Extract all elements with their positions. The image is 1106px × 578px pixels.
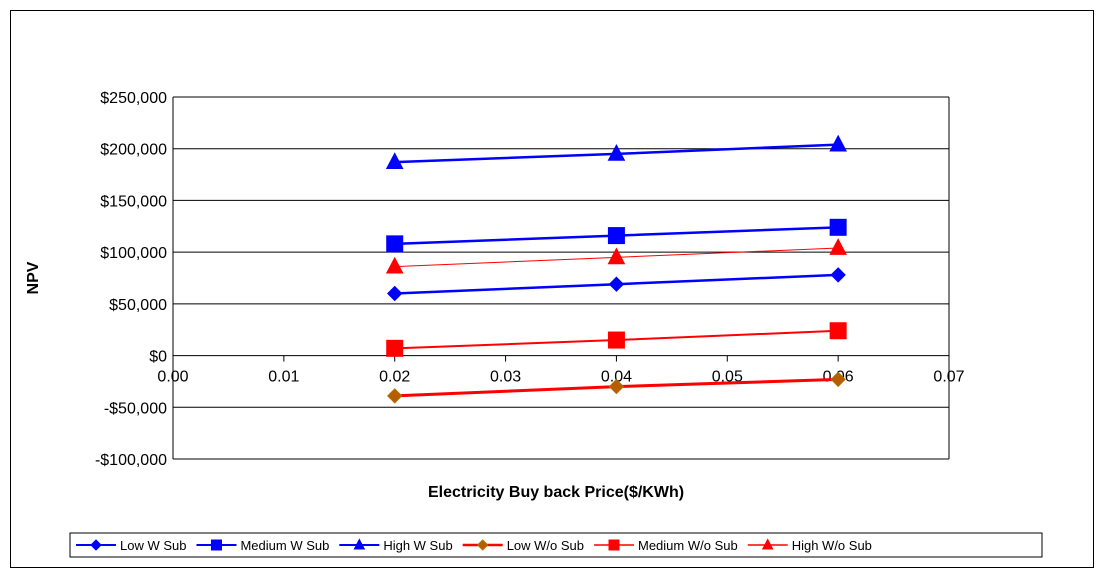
x-tick-label: 0.04 — [601, 369, 632, 386]
data-point — [607, 247, 626, 265]
x-tick-label: 0.00 — [157, 369, 188, 386]
data-point — [829, 322, 847, 340]
legend-swatch-marker — [353, 538, 366, 550]
legend-swatch-marker — [476, 539, 489, 551]
legend-swatch-marker — [761, 538, 774, 550]
y-tick-label: $0 — [149, 349, 167, 366]
x-tick-label: 0.01 — [268, 369, 299, 386]
legend-label: High W/o Sub — [792, 538, 872, 553]
data-point — [607, 331, 625, 349]
y-tick-label: $100,000 — [100, 245, 167, 262]
x-tick-label: 0.07 — [933, 369, 964, 386]
data-point — [829, 238, 847, 255]
data-point — [829, 134, 847, 152]
legend-label: Medium W/o Sub — [638, 538, 738, 553]
legend-swatch-marker — [90, 539, 102, 551]
legend-label: High W Sub — [383, 538, 452, 553]
legend-swatch-marker — [210, 539, 222, 551]
data-point — [385, 256, 404, 274]
y-axis-title: NPV — [25, 261, 42, 294]
y-tick-label: $50,000 — [109, 297, 167, 314]
legend-label: Low W/o Sub — [507, 538, 584, 553]
data-point — [830, 371, 846, 388]
data-point — [829, 218, 847, 236]
data-point — [607, 227, 625, 245]
data-point — [387, 388, 403, 404]
x-tick-label: 0.03 — [490, 369, 521, 386]
legend-swatch-marker — [608, 539, 620, 551]
data-point — [608, 378, 625, 395]
chart-frame — [10, 10, 1094, 568]
data-point — [607, 144, 626, 161]
y-tick-label: -$100,000 — [95, 452, 167, 469]
y-tick-label: $150,000 — [100, 193, 167, 210]
x-tick-label: 0.02 — [379, 369, 410, 386]
data-point — [385, 152, 404, 170]
x-axis-title: Electricity Buy back Price($/KWh) — [428, 484, 684, 501]
y-tick-label: $200,000 — [100, 142, 167, 159]
legend-label: Medium W Sub — [240, 538, 329, 553]
legend-label: Low W Sub — [120, 538, 186, 553]
data-point — [387, 285, 403, 302]
data-point — [386, 339, 404, 357]
y-tick-label: $250,000 — [100, 90, 167, 107]
data-point — [608, 276, 625, 292]
data-point — [386, 235, 404, 253]
y-tick-label: -$50,000 — [104, 400, 167, 417]
data-point — [830, 267, 846, 283]
